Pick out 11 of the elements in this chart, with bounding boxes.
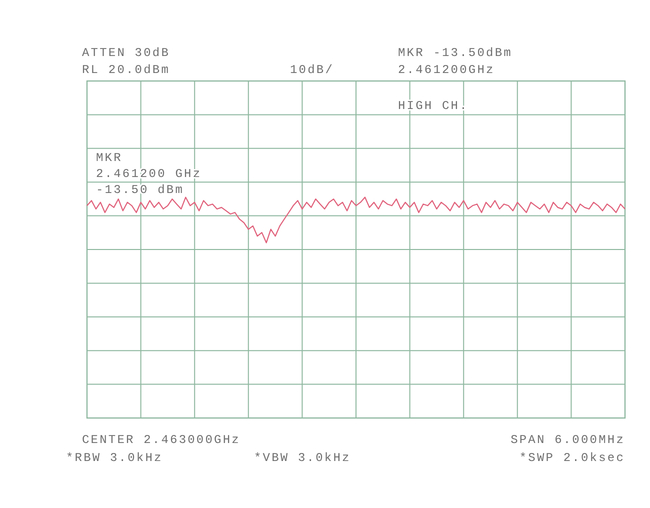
- text: *VBW 3.0kHz: [254, 451, 351, 465]
- text: ATTEN 30dB: [82, 46, 170, 60]
- text: MKR -13.50dBm: [398, 46, 512, 60]
- text: MKR: [96, 151, 122, 165]
- text: 2.461200GHz: [398, 63, 495, 77]
- text: 10dB/: [290, 63, 334, 77]
- text: CENTER 2.463000GHz: [82, 433, 240, 447]
- text: RL 20.0dBm: [82, 63, 170, 77]
- text: *SWP 2.0ksec: [519, 451, 625, 465]
- text: *RBW 3.0kHz: [66, 451, 163, 465]
- text: SPAN 6.000MHz: [510, 433, 625, 447]
